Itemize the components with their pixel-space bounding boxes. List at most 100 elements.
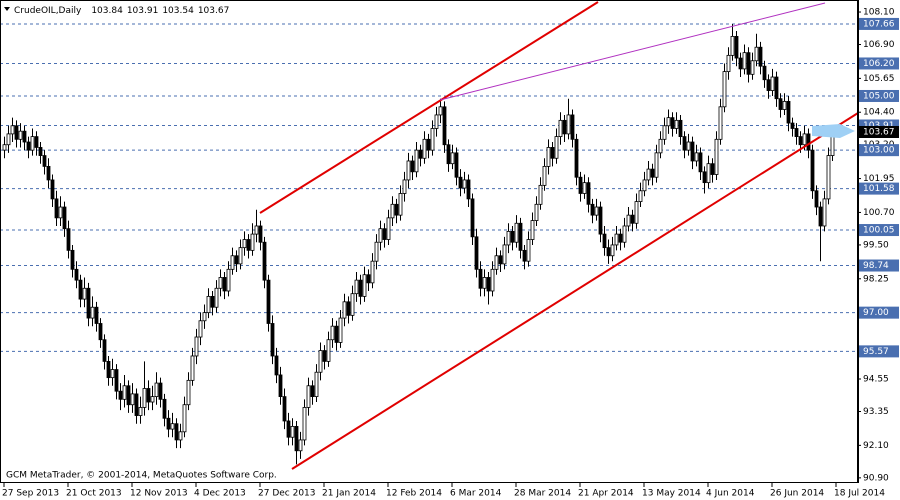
candle-body	[42, 155, 47, 167]
candle-body	[154, 382, 159, 398]
candle-body	[746, 52, 751, 75]
trend-line-lower	[291, 112, 859, 470]
candle-body	[18, 130, 23, 140]
candle-body	[642, 179, 647, 192]
x-tick-label: 18 Jul 2014	[834, 489, 885, 499]
candle-body	[402, 179, 407, 194]
candle-body	[258, 225, 263, 243]
level-label: 95.57	[863, 347, 889, 357]
level-label-box	[859, 182, 899, 195]
candle-body	[602, 233, 607, 249]
level-label-box	[859, 224, 899, 237]
candle-body	[514, 222, 519, 243]
candle-body	[822, 198, 827, 227]
candle-body	[726, 54, 731, 73]
candle-body	[606, 247, 611, 257]
candle-body	[62, 206, 67, 230]
candle-body	[274, 355, 279, 376]
candle-body	[254, 225, 259, 235]
candle-body	[422, 138, 427, 159]
x-tick-label: 4 Jun 2014	[706, 489, 755, 499]
candle-body	[210, 295, 215, 308]
level-label-box	[859, 57, 899, 70]
candle-body	[382, 228, 387, 240]
candle-body	[346, 301, 351, 316]
candle-body	[446, 144, 451, 165]
candle-body	[722, 71, 727, 108]
candle-body	[630, 214, 635, 224]
candle-body	[718, 106, 723, 140]
level-label-box	[859, 345, 899, 358]
candle-body	[594, 206, 599, 216]
candle-body	[242, 239, 247, 249]
candle-body	[682, 136, 687, 151]
candle-body	[574, 138, 579, 178]
x-tick-label: 21 Oct 2013	[66, 489, 122, 499]
x-tick-label: 13 May 2014	[642, 489, 701, 499]
x-tick-label: 27 Sep 2013	[2, 489, 59, 499]
candle-body	[766, 79, 771, 91]
level-label-box	[859, 89, 899, 102]
candle-body	[182, 404, 187, 433]
candle-body	[314, 371, 319, 398]
y-tick-label: 92.10	[863, 441, 889, 451]
candle-body	[178, 431, 183, 441]
candle-body	[410, 160, 415, 173]
candle-body	[166, 417, 171, 430]
candle-body	[14, 125, 19, 140]
candle-body	[570, 114, 575, 140]
candle-body	[614, 233, 619, 246]
candle-body	[106, 360, 111, 379]
x-tick-label: 4 Dec 2013	[194, 489, 246, 499]
level-label: 98.74	[863, 261, 889, 271]
candle-body	[526, 239, 531, 262]
current-price-box	[859, 126, 899, 138]
candle-body	[54, 198, 59, 219]
candle-body	[318, 350, 323, 373]
candle-body	[26, 141, 31, 151]
candle-body	[826, 155, 831, 200]
candle-body	[670, 117, 675, 129]
x-tick-label: 6 Mar 2014	[450, 489, 502, 499]
candle-body	[98, 323, 103, 341]
candle-body	[470, 198, 475, 238]
candle-body	[450, 152, 455, 165]
candle-body	[138, 407, 143, 416]
candle-body	[754, 46, 759, 62]
y-tick-label: 98.25	[863, 274, 889, 284]
candle-body	[374, 241, 379, 262]
candle-body	[738, 57, 743, 70]
time-axis-bg	[0, 484, 900, 500]
candle-body	[626, 214, 631, 227]
y-tick-label: 100.70	[863, 208, 895, 218]
candle-body	[38, 147, 43, 156]
candle-body	[278, 374, 283, 398]
x-tick-label: 26 Jun 2014	[770, 489, 824, 499]
footer: GCM MetaTrader, © 2001-2014, MetaQuotes …	[6, 471, 277, 481]
candle-body	[666, 117, 671, 127]
candle-body	[638, 190, 643, 203]
candle-body	[10, 125, 15, 135]
candle-body	[82, 287, 87, 300]
chart-header: CrudeOIL,Daily 103.84 103.91 103.54 103.67	[14, 6, 229, 16]
candle-body	[230, 255, 235, 270]
candle-body	[462, 179, 467, 189]
candle-body	[742, 52, 747, 70]
candle-body	[770, 76, 775, 91]
y-tick-label: 90.90	[863, 473, 889, 483]
candle-body	[678, 119, 683, 138]
candle-body	[150, 396, 155, 403]
candle-body	[222, 277, 227, 292]
candle-body	[350, 293, 355, 316]
level-label: 100.05	[863, 226, 895, 236]
candle-body	[482, 277, 487, 289]
y-tick-label: 101.95	[863, 174, 895, 184]
candle-body	[534, 203, 539, 221]
price-arrow	[812, 124, 855, 138]
trend-line-upper	[259, 1, 599, 214]
candle-body	[790, 122, 795, 129]
level-label-box	[859, 259, 899, 272]
